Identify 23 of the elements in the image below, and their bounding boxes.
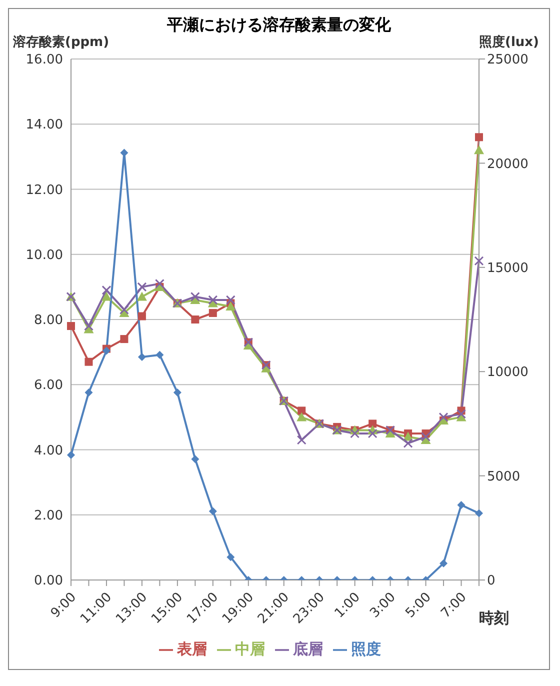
y-tick-label: 14.00 bbox=[26, 118, 63, 133]
y2-tick-label: 5000 bbox=[487, 469, 520, 484]
legend-label: 底層 bbox=[293, 640, 323, 658]
y-tick-label: 0.00 bbox=[34, 574, 63, 589]
legend-label: 照度 bbox=[351, 640, 381, 658]
y2-tick-label: 20000 bbox=[487, 156, 528, 172]
y-tick-label: 4.00 bbox=[34, 443, 63, 458]
chart-title: 平瀬における溶存酸素量の変化 bbox=[166, 15, 392, 36]
legend-label: 中層 bbox=[235, 640, 265, 658]
x-axis-title: 時刻 bbox=[479, 609, 509, 628]
legend-label: 表層 bbox=[177, 640, 207, 658]
y-axis-title: 溶存酸素(ppm) bbox=[13, 34, 110, 51]
y2-tick-label: 0 bbox=[487, 574, 496, 589]
y-tick-label: 10.00 bbox=[26, 248, 63, 263]
y-tick-label: 6.00 bbox=[34, 378, 63, 394]
y-tick-label: 8.00 bbox=[34, 313, 63, 328]
y-tick-label: 12.00 bbox=[26, 182, 63, 198]
y2-tick-label: 10000 bbox=[487, 365, 528, 380]
y2-tick-label: 15000 bbox=[487, 261, 528, 276]
y-tick-label: 16.00 bbox=[26, 52, 63, 68]
y2-axis-title: 照度(lux) bbox=[479, 34, 539, 51]
y2-tick-label: 25000 bbox=[487, 52, 528, 68]
y-tick-label: 2.00 bbox=[34, 508, 63, 524]
